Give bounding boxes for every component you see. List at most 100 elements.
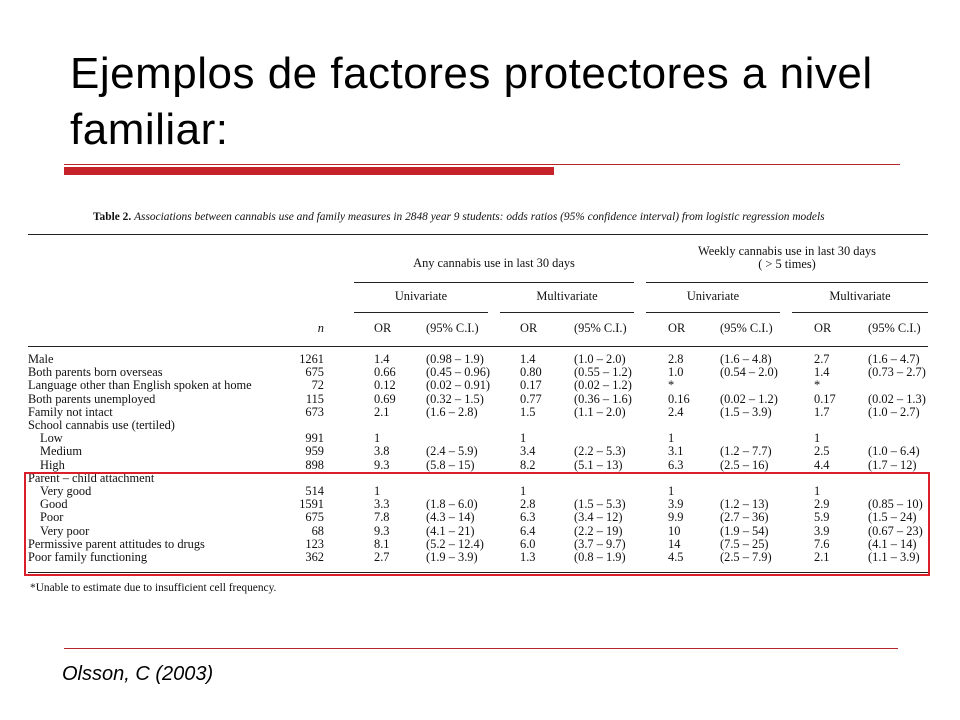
confidence-interval-cell: (0.55 – 1.2): [574, 365, 632, 380]
odds-ratio-cell: 1.4: [814, 365, 830, 380]
odds-ratio-cell: 3.1: [668, 444, 684, 459]
odds-ratio-cell: 4.5: [668, 550, 684, 564]
odds-ratio-cell: 1: [814, 431, 821, 446]
subheader-any-multivariate: Multivariate: [536, 289, 598, 303]
confidence-interval-cell: (5.2 – 12.4): [426, 536, 484, 551]
odds-ratio-cell: 0.80: [520, 365, 542, 380]
odds-ratio-cell: 1.3: [520, 550, 536, 564]
odds-ratio-cell: 3.4: [520, 444, 536, 459]
row-label: Family not intact: [28, 404, 113, 419]
odds-ratio-cell: 8.2: [520, 457, 536, 472]
group-header-weekly-line1: Weekly cannabis use in last 30 days: [698, 244, 876, 258]
confidence-interval-cell: (0.45 – 0.96): [426, 365, 491, 380]
confidence-interval-cell: (0.02 – 0.91): [426, 378, 491, 393]
odds-ratio-cell: 0.66: [374, 365, 396, 380]
odds-ratio-cell: 0.17: [520, 378, 542, 393]
colheader-n: n: [317, 321, 324, 335]
confidence-interval-cell: (1.6 – 4.7): [868, 352, 920, 366]
odds-ratio-cell: 6.3: [668, 457, 684, 472]
row-label: Very poor: [40, 523, 90, 538]
odds-ratio-cell: *: [814, 378, 821, 393]
row-label: Both parents born overseas: [28, 365, 163, 380]
confidence-interval-cell: (0.67 – 23): [868, 523, 923, 538]
confidence-interval-cell: (0.36 – 1.6): [574, 391, 632, 406]
row-label: High: [40, 457, 65, 472]
odds-ratio-cell: 7.6: [814, 536, 830, 551]
header-bottom-rule: [28, 346, 928, 347]
subheader-weekly-univariate: Univariate: [686, 289, 740, 303]
confidence-interval-cell: (1.6 – 2.8): [426, 404, 478, 419]
title-underline-thin: [64, 164, 900, 165]
confidence-interval-cell: (2.5 – 16): [720, 457, 769, 472]
row-n: 675: [305, 510, 324, 525]
sub-weekly-multivariate-rule: [792, 312, 928, 313]
group-any-rule: [354, 282, 634, 283]
odds-ratio-cell: 3.8: [374, 444, 390, 459]
odds-ratio-cell: 4.4: [814, 457, 830, 472]
row-n: 72: [311, 378, 324, 393]
confidence-interval-cell: (2.7 – 36): [720, 510, 769, 525]
confidence-interval-cell: (1.9 – 54): [720, 523, 769, 538]
table-caption-text: Associations between cannabis use and fa…: [134, 211, 825, 223]
odds-ratio-cell: 3.9: [814, 523, 830, 538]
odds-ratio-cell: 1.0: [668, 365, 684, 380]
confidence-interval-cell: (0.02 – 1.2): [720, 391, 778, 406]
colheader-ci-2: (95% C.I.): [574, 321, 627, 335]
odds-ratio-cell: 1.7: [814, 404, 830, 419]
odds-ratio-cell: 2.7: [814, 352, 830, 366]
odds-ratio-cell: 2.1: [814, 550, 830, 564]
row-n: 673: [305, 404, 324, 419]
odds-ratio-cell: 9.9: [668, 510, 684, 525]
row-n: 898: [305, 457, 324, 472]
group-header-any: Any cannabis use in last 30 days: [413, 256, 575, 270]
parent-child-highlight-box: [24, 472, 930, 576]
odds-ratio-cell: 1: [668, 484, 675, 498]
confidence-interval-cell: (5.1 – 13): [574, 457, 623, 472]
group-header-weekly-line2: ( > 5 times): [758, 257, 816, 271]
confidence-interval-cell: (4.1 – 21): [426, 523, 475, 538]
odds-ratio-cell: 5.9: [814, 510, 830, 525]
confidence-interval-cell: (1.2 – 7.7): [720, 444, 772, 459]
odds-ratio-cell: 2.7: [374, 550, 390, 564]
confidence-interval-cell: (1.1 – 3.9): [868, 550, 920, 564]
confidence-interval-cell: (3.7 – 9.7): [574, 536, 626, 551]
odds-ratio-cell: *: [668, 378, 675, 393]
row-label: School cannabis use (tertiled): [28, 418, 175, 432]
odds-ratio-cell: 2.9: [814, 497, 830, 512]
table-footnote: *Unable to estimate due to insufficient …: [30, 582, 277, 594]
odds-ratio-cell: 0.16: [668, 391, 690, 406]
odds-ratio-cell: 2.5: [814, 444, 830, 459]
odds-ratio-cell: 1.4: [374, 352, 390, 366]
table-caption-label: Table 2.: [93, 211, 132, 223]
odds-ratio-cell: 2.8: [520, 497, 536, 512]
odds-ratio-cell: 7.8: [374, 510, 390, 525]
colheader-or-1: OR: [374, 321, 392, 335]
confidence-interval-cell: (1.0 – 2.0): [574, 352, 626, 366]
row-label: Medium: [40, 444, 82, 459]
row-label: Low: [40, 431, 63, 446]
row-label: Parent – child attachment: [28, 470, 155, 485]
confidence-interval-cell: (0.85 – 10): [868, 497, 923, 512]
odds-ratio-cell: 3.9: [668, 497, 684, 512]
row-label: Poor: [40, 510, 64, 525]
table-caption: Table 2. Associations between cannabis u…: [93, 211, 825, 223]
row-label: Language other than English spoken at ho…: [28, 378, 252, 393]
confidence-interval-cell: (0.73 – 2.7): [868, 365, 926, 380]
odds-ratio-cell: 2.4: [668, 404, 684, 419]
confidence-interval-cell: (1.5 – 5.3): [574, 497, 626, 512]
row-label: Good: [40, 497, 68, 512]
row-n: 675: [305, 365, 324, 380]
odds-ratio-cell: 1: [374, 431, 381, 446]
odds-ratio-cell: 0.69: [374, 391, 396, 406]
row-n: 514: [305, 484, 324, 498]
row-n: 991: [305, 431, 324, 446]
title-underline-bar: [64, 167, 554, 175]
row-n: 362: [305, 550, 324, 564]
row-label: Male: [28, 352, 54, 366]
odds-ratio-cell: 6.3: [520, 510, 536, 525]
confidence-interval-cell: (1.2 – 13): [720, 497, 769, 512]
row-n: 115: [305, 391, 324, 406]
confidence-interval-cell: (0.54 – 2.0): [720, 365, 778, 380]
row-n: 1591: [299, 497, 324, 512]
odds-ratio-cell: 1: [520, 484, 527, 498]
